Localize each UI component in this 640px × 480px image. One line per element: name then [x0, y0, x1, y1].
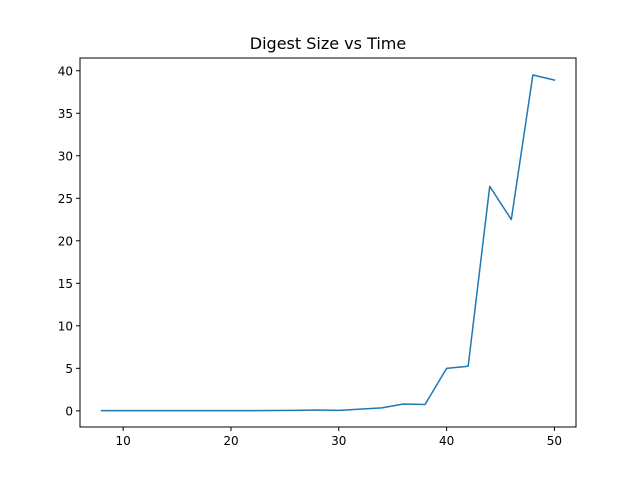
y-tick-label: 10: [58, 319, 73, 333]
y-tick-label: 20: [58, 234, 73, 248]
x-tick-label: 40: [439, 434, 454, 448]
y-tick-label: 35: [58, 107, 73, 121]
y-tick-label: 0: [65, 404, 73, 418]
x-tick-label: 50: [547, 434, 562, 448]
plot-frame: [79, 57, 577, 428]
y-tick-label: 40: [58, 64, 73, 78]
chart-title: Digest Size vs Time: [250, 34, 406, 53]
y-tick-label: 25: [58, 192, 73, 206]
x-tick-label: 10: [115, 434, 130, 448]
series-line-0: [100, 74, 556, 412]
x-tick-label: 30: [331, 434, 346, 448]
plot-marks: [100, 74, 556, 412]
x-tick-label: 20: [223, 434, 238, 448]
y-tick-label: 5: [65, 362, 73, 376]
y-tick-label: 15: [58, 277, 73, 291]
y-axis: 0 5 10 15 20 25 30 35 40: [58, 64, 80, 418]
x-axis: 10 20 30 40 50: [115, 427, 562, 448]
y-tick-label: 30: [58, 149, 73, 163]
